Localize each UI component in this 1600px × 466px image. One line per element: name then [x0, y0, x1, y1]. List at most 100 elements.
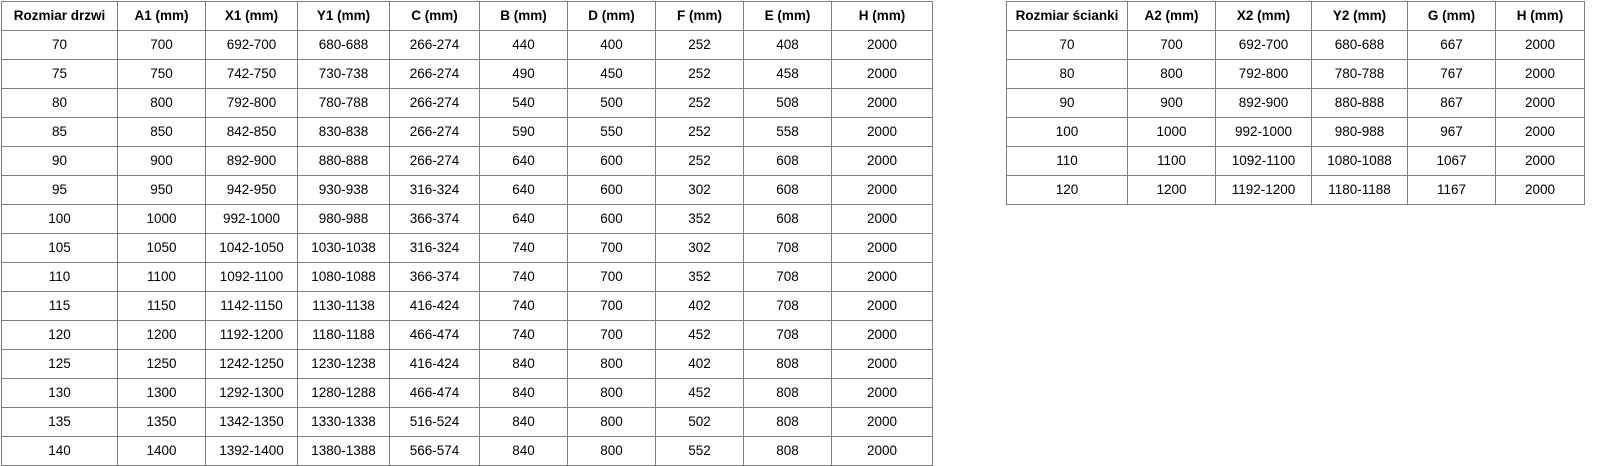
table-cell: 840 — [479, 436, 568, 466]
table-cell: 266-274 — [389, 117, 480, 147]
table-cell: 1342-1350 — [205, 407, 298, 437]
table-cell: 1392-1400 — [205, 436, 298, 466]
table-cell: 402 — [655, 349, 744, 379]
table-cell: 252 — [655, 146, 744, 176]
table-cell: 700 — [1127, 30, 1216, 60]
table-cell: 992-1000 — [205, 204, 298, 234]
table-cell: 516-524 — [389, 407, 480, 437]
table-cell: 1250 — [117, 349, 206, 379]
table-cell: 800 — [1127, 59, 1216, 89]
table-cell: 120 — [1006, 175, 1128, 205]
table-cell: 1180-1188 — [1311, 175, 1408, 205]
table-cell: 302 — [655, 175, 744, 205]
wall-size-table: Rozmiar ścianki A2 (mm) X2 (mm) Y2 (mm) G (m… — [1006, 1, 1585, 205]
table-cell: 302 — [655, 233, 744, 263]
table-cell: 750 — [117, 59, 206, 89]
table-cell: 2000 — [831, 204, 933, 234]
table-cell: 566-574 — [389, 436, 480, 466]
table-cell: 708 — [743, 291, 832, 321]
table-row: 80 800 792-800 780-788 767 2000 — [1006, 59, 1585, 89]
table-cell: 266-274 — [389, 30, 480, 60]
table-cell: 1050 — [117, 233, 206, 263]
table-cell: 792-800 — [1215, 59, 1312, 89]
table-cell: 740 — [479, 320, 568, 350]
table-cell: 105 — [1, 233, 118, 263]
table-cell: 2000 — [1495, 30, 1585, 60]
table-cell: 590 — [479, 117, 568, 147]
table-cell: 808 — [743, 407, 832, 437]
table-row: 75 750 742-750 730-738 266-274 490 450 252 458 20… — [1, 59, 933, 89]
table-cell: 900 — [117, 146, 206, 176]
table-cell: 1042-1050 — [205, 233, 298, 263]
table-cell: 800 — [117, 88, 206, 118]
wall-table-body: 70 700 692-700 680-688 667 2000 80 800 792-800 78… — [1006, 30, 1585, 205]
table-cell: 2000 — [831, 30, 933, 60]
table-cell: 130 — [1, 378, 118, 408]
table-cell: 2000 — [831, 59, 933, 89]
table-cell: 808 — [743, 378, 832, 408]
table-cell: 600 — [567, 175, 656, 205]
table-cell: 600 — [567, 204, 656, 234]
table-cell: 2000 — [1495, 175, 1585, 205]
door-size-table: Rozmiar drzwi A1 (mm) X1 (mm) Y1 (mm) C (mm)… — [1, 1, 933, 466]
table-cell: 100 — [1, 204, 118, 234]
table-cell: 667 — [1407, 30, 1496, 60]
table-cell: 458 — [743, 59, 832, 89]
table-cell: 692-700 — [1215, 30, 1312, 60]
table-cell: 266-274 — [389, 146, 480, 176]
table-cell: 1000 — [117, 204, 206, 234]
table-cell: 135 — [1, 407, 118, 437]
table-row: 130 1300 1292-1300 1280-1288 466-474 840 800 45… — [1, 378, 933, 408]
table-cell: 800 — [567, 436, 656, 466]
column-header-1: A2 (mm) — [1127, 1, 1216, 31]
table-cell: 490 — [479, 59, 568, 89]
table-row: 140 1400 1392-1400 1380-1388 566-574 840 800 55… — [1, 436, 933, 466]
table-cell: 840 — [479, 349, 568, 379]
table-cell: 1242-1250 — [205, 349, 298, 379]
table-cell: 558 — [743, 117, 832, 147]
table-cell: 1280-1288 — [297, 378, 390, 408]
table-cell: 740 — [479, 233, 568, 263]
table-cell: 1142-1150 — [205, 291, 298, 321]
table-cell: 980-988 — [1311, 117, 1408, 147]
column-header-4: G (mm) — [1407, 1, 1496, 31]
table-cell: 400 — [567, 30, 656, 60]
column-header-2: X2 (mm) — [1215, 1, 1312, 31]
table-cell: 808 — [743, 436, 832, 466]
table-cell: 70 — [1006, 30, 1128, 60]
column-header-2: X1 (mm) — [205, 1, 298, 31]
table-cell: 266-274 — [389, 59, 480, 89]
table-row: 120 1200 1192-1200 1180-1188 1167 2000 — [1006, 175, 1585, 205]
table-cell: 1067 — [1407, 146, 1496, 176]
table-cell: 992-1000 — [1215, 117, 1312, 147]
table-row: 115 1150 1142-1150 1130-1138 416-424 740 700 40… — [1, 291, 933, 321]
table-cell: 608 — [743, 204, 832, 234]
table-cell: 115 — [1, 291, 118, 321]
table-cell: 466-474 — [389, 320, 480, 350]
column-header-1: A1 (mm) — [117, 1, 206, 31]
table-cell: 1292-1300 — [205, 378, 298, 408]
table-cell: 942-950 — [205, 175, 298, 205]
door-table-body: 70 700 692-700 680-688 266-274 440 400 252 408 20… — [1, 30, 933, 466]
table-cell: 2000 — [831, 349, 933, 379]
table-cell: 700 — [567, 291, 656, 321]
column-header-6: D (mm) — [567, 1, 656, 31]
table-cell: 1092-1100 — [1215, 146, 1312, 176]
table-cell: 1130-1138 — [297, 291, 390, 321]
table-cell: 452 — [655, 320, 744, 350]
table-cell: 416-424 — [389, 349, 480, 379]
table-row: 135 1350 1342-1350 1330-1338 516-524 840 800 50… — [1, 407, 933, 437]
table-cell: 840 — [479, 378, 568, 408]
table-cell: 800 — [567, 407, 656, 437]
table-cell: 1030-1038 — [297, 233, 390, 263]
table-cell: 967 — [1407, 117, 1496, 147]
table-cell: 452 — [655, 378, 744, 408]
table-cell: 1230-1238 — [297, 349, 390, 379]
table-cell: 708 — [743, 320, 832, 350]
table-cell: 2000 — [831, 146, 933, 176]
table-cell: 110 — [1006, 146, 1128, 176]
column-header-4: C (mm) — [389, 1, 480, 31]
table-cell: 2000 — [831, 436, 933, 466]
table-cell: 316-324 — [389, 175, 480, 205]
column-header-0: Rozmiar drzwi — [1, 1, 118, 31]
